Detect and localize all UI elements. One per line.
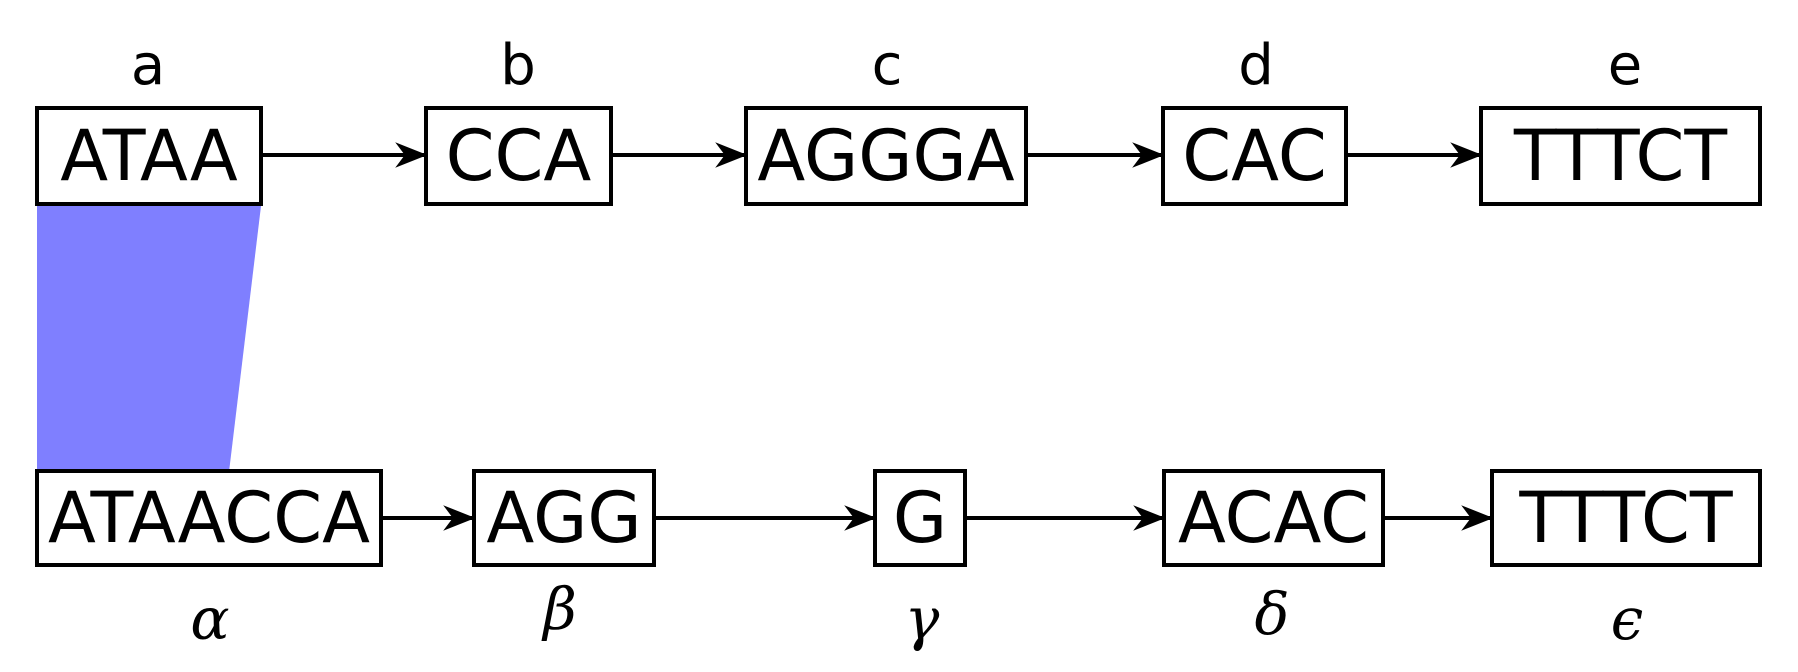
node-label-b: b xyxy=(500,33,536,98)
node-label-alpha: α xyxy=(190,585,230,653)
node-b: CCA xyxy=(424,106,613,206)
node-alpha: ATAACCA xyxy=(35,469,383,567)
node-beta: AGG xyxy=(472,469,656,567)
alignment-band xyxy=(37,206,261,472)
node-label-e: e xyxy=(1607,33,1643,98)
node-label-c: c xyxy=(871,33,903,98)
node-a: ATAA xyxy=(35,106,263,206)
node-e: TTTCT xyxy=(1479,106,1762,206)
node-label-beta: β xyxy=(543,575,577,643)
node-label-epsilon: ϵ xyxy=(1610,585,1644,653)
node-label-gamma: γ xyxy=(904,585,940,653)
node-c: AGGGA xyxy=(744,106,1028,206)
node-label-d: d xyxy=(1238,33,1274,98)
node-delta: ACAC xyxy=(1162,469,1385,567)
node-label-a: a xyxy=(130,33,166,98)
node-gamma: G xyxy=(873,469,967,567)
node-epsilon: TTTCT xyxy=(1490,469,1762,567)
node-d: CAC xyxy=(1161,106,1348,206)
node-label-delta: δ xyxy=(1254,580,1290,648)
